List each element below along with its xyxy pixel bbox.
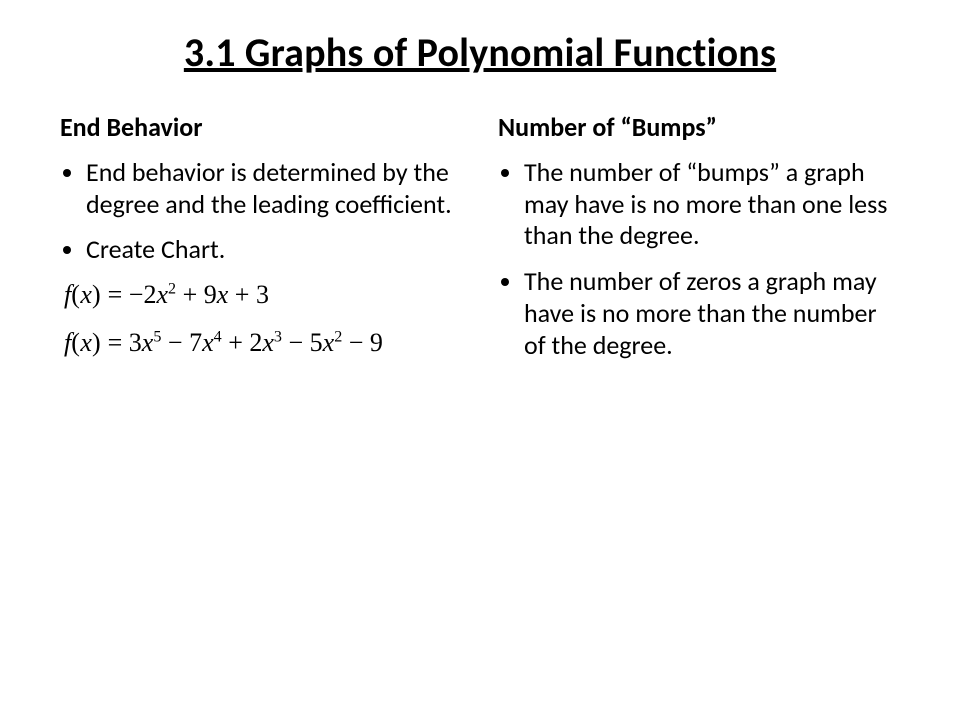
two-column-layout: End Behavior End behavior is determined … [60,111,900,376]
eq-coef: 3 [129,328,142,357]
eq-close: ) [92,280,101,309]
list-item: End behavior is determined by the degree… [86,157,462,220]
eq-x: x [217,280,229,309]
eq-x: x [323,328,335,357]
eq-equals: = [101,280,129,309]
eq-var: x [80,280,92,309]
left-bullets: End behavior is determined by the degree… [60,157,462,266]
eq-op: − [282,328,310,357]
eq-power: 2 [168,281,176,298]
page-title: 3.1 Graphs of Polynomial Functions [60,28,900,77]
eq-power: 4 [214,329,222,346]
left-column: End Behavior End behavior is determined … [60,111,462,376]
eq-coef: 7 [189,328,202,357]
eq-op: + [176,280,204,309]
eq-coef: 9 [204,280,217,309]
eq-coef: 5 [310,328,323,357]
right-heading: Number of “Bumps” [498,111,900,143]
eq-coef: −2 [129,280,157,309]
right-column: Number of “Bumps” The number of “bumps” … [498,111,900,376]
eq-op: − [342,328,370,357]
eq-op: − [161,328,189,357]
equation-1: f(x) = −2x2 + 9x + 3 [64,280,462,310]
eq-op: + [228,280,256,309]
left-heading: End Behavior [60,111,462,143]
equation-2: f(x) = 3x5 − 7x4 + 2x3 − 5x2 − 9 [64,328,462,358]
slide: 3.1 Graphs of Polynomial Functions End B… [0,0,960,720]
equations-block: f(x) = −2x2 + 9x + 3 f(x) = 3x5 − 7x4 + … [60,280,462,358]
eq-op: + [222,328,250,357]
list-item: The number of “bumps” a graph may have i… [524,157,900,252]
eq-power: 3 [274,329,282,346]
list-item: Create Chart. [86,234,462,266]
list-item: The number of zeros a graph may have is … [524,266,900,361]
eq-x: x [156,280,168,309]
eq-x: x [202,328,214,357]
eq-var: x [80,328,92,357]
eq-x: x [262,328,274,357]
eq-coef: 9 [370,328,383,357]
eq-x: x [142,328,154,357]
eq-close: ) [92,328,101,357]
eq-coef: 2 [249,328,262,357]
eq-equals: = [101,328,129,357]
eq-coef: 3 [256,280,269,309]
right-bullets: The number of “bumps” a graph may have i… [498,157,900,361]
